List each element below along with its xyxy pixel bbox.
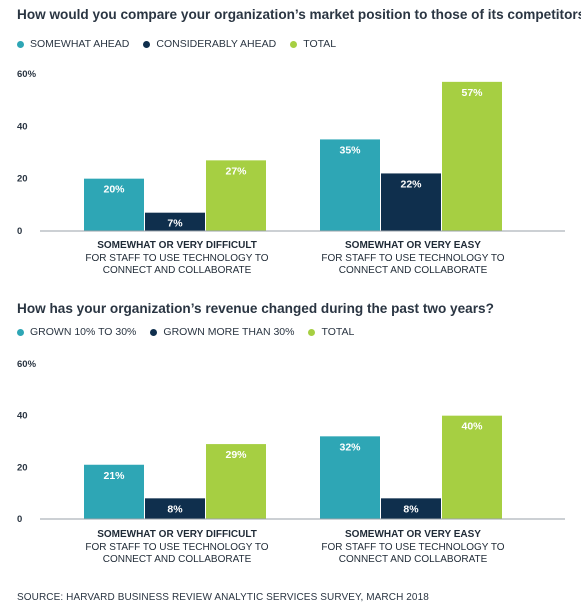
legend-label: GROWN MORE THAN 30% — [163, 326, 295, 338]
bar-value-label: 32% — [339, 441, 361, 453]
legend-swatch-navy — [143, 40, 151, 48]
bar-value-label: 35% — [339, 144, 361, 156]
bar — [320, 139, 380, 231]
category-label-line: CONNECT AND COLLABORATE — [102, 265, 252, 276]
bar — [145, 498, 205, 519]
legend-label: TOTAL — [303, 38, 337, 50]
bar-value-label: 8% — [403, 503, 419, 515]
y-tick-label: 20 — [17, 462, 28, 473]
category-label-bold: SOMEWHAT OR VERY EASY — [345, 240, 481, 251]
bar — [381, 498, 441, 519]
chart-2-legend: GROWN 10% TO 30% GROWN MORE THAN 30% TOT… — [17, 326, 368, 338]
bar — [442, 415, 502, 519]
bar-value-label: 8% — [167, 503, 183, 515]
legend-item: TOTAL — [290, 38, 336, 50]
bar-value-label: 22% — [400, 178, 422, 190]
legend-swatch-teal — [17, 328, 24, 336]
chart-2-plot: 60% 40 20 0 21% 32% 8% 8% 29% 40% — [17, 359, 565, 525]
y-tick-label: 60% — [17, 69, 37, 80]
legend-label: CONSIDERABLY AHEAD — [156, 38, 277, 50]
category-label-bold: SOMEWHAT OR VERY EASY — [345, 529, 481, 540]
y-tick-label: 40 — [17, 411, 28, 422]
bar — [381, 173, 441, 231]
y-tick-label: 60% — [17, 359, 37, 370]
legend-label: SOMEWHAT AHEAD — [30, 38, 130, 50]
y-tick-label: 0 — [17, 514, 22, 525]
legend-swatch-navy — [150, 328, 158, 336]
bar — [84, 178, 144, 231]
bar — [145, 212, 205, 231]
chart-1-legend: SOMEWHAT AHEAD CONSIDERABLY AHEAD TOTAL — [17, 38, 350, 50]
legend-label: GROWN 10% TO 30% — [30, 326, 137, 338]
chart-1-title: How would you compare your organization’… — [17, 7, 581, 22]
category-label-line: FOR STAFF TO USE TECHNOLOGY TO — [85, 541, 269, 553]
bar — [206, 160, 266, 231]
bar — [206, 444, 266, 519]
category-label-line: FOR STAFF TO USE TECHNOLOGY TO — [321, 252, 505, 264]
bar — [442, 81, 502, 231]
y-tick-label: 0 — [17, 226, 22, 237]
category-label-bold: SOMEWHAT OR VERY DIFFICULT — [97, 529, 257, 540]
chart-2-category-label-1: SOMEWHAT OR VERY EASY FOR STAFF TO USE T… — [288, 529, 538, 567]
bar-value-label: 57% — [461, 87, 483, 99]
bar-value-label: 27% — [225, 165, 247, 177]
legend-item: GROWN 10% TO 30% — [17, 326, 136, 338]
bar-value-label: 21% — [103, 470, 125, 482]
category-label-line: CONNECT AND COLLABORATE — [338, 265, 488, 276]
legend-swatch-green — [308, 328, 316, 336]
chart-2-category-label-0: SOMEWHAT OR VERY DIFFICULT FOR STAFF TO … — [52, 529, 302, 567]
y-tick-label: 20 — [17, 174, 28, 185]
bar — [84, 464, 144, 519]
category-label-line: CONNECT AND COLLABORATE — [338, 554, 488, 565]
y-tick-label: 40 — [17, 121, 28, 132]
chart-1-category-label-0: SOMEWHAT OR VERY DIFFICULT FOR STAFF TO … — [52, 240, 302, 278]
category-label-line: FOR STAFF TO USE TECHNOLOGY TO — [321, 541, 505, 553]
legend-item: TOTAL — [308, 326, 354, 338]
source-note: SOURCE: HARVARD BUSINESS REVIEW ANALYTIC… — [17, 592, 429, 603]
bar — [320, 436, 380, 519]
bar-value-label: 29% — [225, 449, 247, 461]
legend-swatch-teal — [17, 40, 24, 48]
category-label-line: FOR STAFF TO USE TECHNOLOGY TO — [85, 252, 269, 264]
bar-value-label: 20% — [103, 184, 125, 196]
bar-value-label: 7% — [167, 218, 183, 230]
legend-label: TOTAL — [321, 326, 355, 338]
legend-swatch-green — [290, 40, 298, 48]
legend-item: GROWN MORE THAN 30% — [150, 326, 294, 338]
bar-value-label: 40% — [461, 421, 483, 433]
legend-item: CONSIDERABLY AHEAD — [143, 38, 276, 50]
category-label-line: CONNECT AND COLLABORATE — [102, 554, 252, 565]
category-label-bold: SOMEWHAT OR VERY DIFFICULT — [97, 240, 257, 251]
chart-1-plot: 60% 40 20 0 20% 35% 7% 22% 27% 57% — [17, 69, 565, 237]
legend-item: SOMEWHAT AHEAD — [17, 38, 129, 50]
chart-2-title: How has your organization’s revenue chan… — [17, 301, 494, 316]
chart-1-category-label-1: SOMEWHAT OR VERY EASY FOR STAFF TO USE T… — [288, 240, 538, 278]
